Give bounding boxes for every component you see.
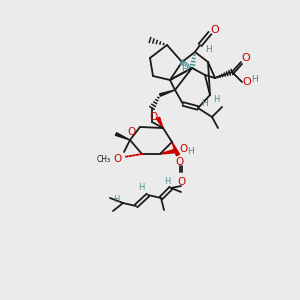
Text: O: O	[128, 127, 136, 137]
Text: O: O	[211, 25, 219, 35]
Text: H: H	[205, 46, 212, 55]
Text: H: H	[181, 64, 188, 74]
Text: H: H	[202, 100, 208, 109]
Text: H: H	[250, 74, 257, 83]
Text: H: H	[113, 194, 119, 203]
Text: O: O	[242, 53, 250, 63]
Polygon shape	[172, 142, 180, 156]
Text: H: H	[187, 146, 194, 155]
Text: O: O	[113, 154, 121, 164]
Polygon shape	[160, 149, 175, 154]
Polygon shape	[156, 117, 163, 128]
Text: O: O	[150, 112, 158, 122]
Polygon shape	[160, 90, 175, 96]
Text: H: H	[138, 184, 144, 193]
Polygon shape	[116, 133, 130, 140]
Text: H: H	[213, 95, 219, 104]
Text: O: O	[177, 177, 185, 187]
Text: H: H	[164, 178, 170, 187]
Text: O: O	[179, 144, 187, 154]
Text: O: O	[176, 157, 184, 167]
Text: CH₃: CH₃	[97, 154, 111, 164]
Text: O: O	[243, 77, 251, 87]
